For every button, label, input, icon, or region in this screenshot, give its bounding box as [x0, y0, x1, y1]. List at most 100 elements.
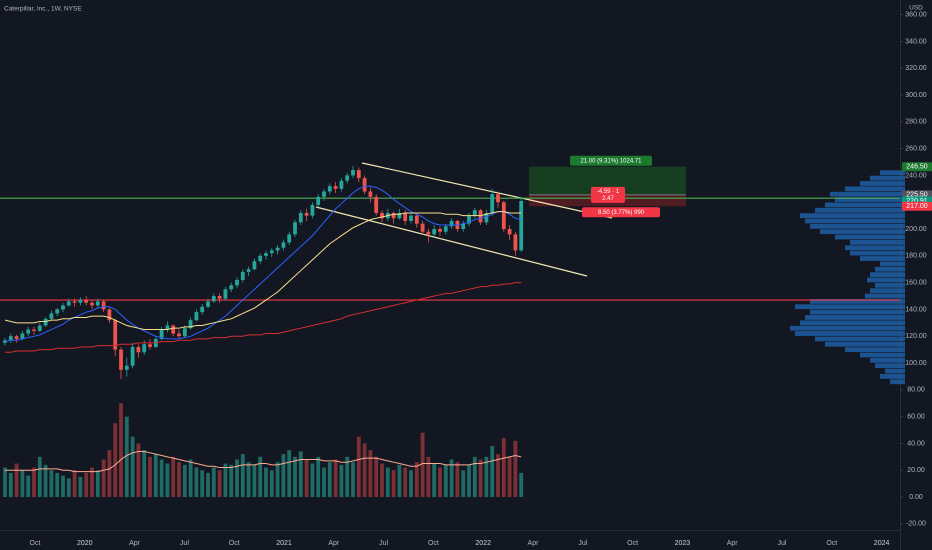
x-tick-label: Apr — [727, 540, 739, 547]
candle-body — [32, 329, 36, 331]
candle-body — [362, 178, 367, 192]
volume-bar — [246, 462, 251, 498]
volume-bar — [513, 440, 518, 498]
trend-line-lower — [315, 206, 588, 277]
candle-body — [165, 325, 170, 330]
volume-bar — [72, 470, 77, 498]
volume-bar — [240, 454, 245, 498]
volume-bar — [14, 463, 19, 498]
volume-profile-bar — [845, 347, 905, 353]
volume-bar — [426, 456, 431, 498]
candle-body — [293, 222, 297, 235]
candle-body — [229, 285, 234, 290]
volume-bar — [107, 450, 112, 498]
candle-body — [409, 215, 413, 221]
y-tick-label: 140.00 — [905, 306, 927, 313]
volume-bar — [188, 459, 193, 498]
volume-profile-bar — [800, 320, 905, 326]
candle-body — [130, 346, 135, 366]
y-tick-label: 120.00 — [905, 333, 927, 340]
candle-body — [182, 328, 187, 337]
candle-body — [246, 269, 251, 272]
y-tick-label: 100.00 — [905, 360, 927, 367]
volume-profile-bar — [867, 277, 905, 283]
candle-body — [426, 231, 431, 235]
volume-profile-bar — [870, 175, 905, 181]
volume-bar — [287, 450, 292, 498]
volume-profile-bar — [860, 256, 905, 261]
volume-profile-bar — [795, 304, 905, 310]
candle-body — [269, 250, 274, 254]
candle-body — [84, 300, 89, 303]
volume-bar — [269, 470, 274, 498]
volume-profile-bar — [795, 331, 905, 336]
volume-bar — [362, 443, 367, 498]
volume-profile-bar — [885, 368, 905, 374]
moving-average — [4, 185, 522, 343]
volume-profile-bar — [850, 240, 905, 245]
volume-bar — [385, 467, 390, 498]
volume-bar — [501, 438, 506, 498]
volume-bar — [351, 462, 355, 498]
candle-body — [171, 325, 176, 334]
volume-bar — [467, 464, 471, 498]
volume-profile-bar — [810, 309, 905, 315]
volume-bar — [223, 463, 228, 498]
candle-body — [206, 301, 210, 307]
volume-bar — [403, 467, 408, 498]
ratio-label: -4.59 · 1 — [597, 189, 620, 195]
price-badge-label: 246.50 — [906, 164, 928, 171]
volume-bar — [78, 476, 83, 498]
candle-body — [252, 261, 257, 270]
candle-body — [478, 210, 483, 223]
x-tick-label: Jul — [578, 540, 587, 547]
volume-profile-bar — [880, 261, 905, 267]
candle-body — [380, 212, 384, 219]
y-tick-label: 20.00 — [907, 467, 925, 474]
candle-body — [101, 301, 106, 310]
x-tick-label: 2023 — [675, 540, 691, 547]
volume-bar — [171, 456, 176, 498]
volume-profile-bar — [835, 234, 905, 240]
volume-bar — [432, 463, 437, 498]
y-tick-label: 60.00 — [907, 413, 925, 420]
volume-bar — [316, 456, 321, 498]
volume-profile-bar — [870, 357, 905, 363]
candle-body — [322, 191, 326, 197]
volume-bar — [327, 462, 332, 498]
volume-bar — [391, 470, 396, 498]
candle-body — [26, 329, 31, 334]
volume-bar — [61, 475, 65, 498]
volume-profile-bar — [875, 282, 905, 288]
volume-bar — [461, 470, 466, 498]
volume-profile-bar — [805, 218, 905, 224]
candle-body — [333, 186, 338, 189]
volume-profile-bar — [820, 229, 905, 235]
candle-body — [258, 255, 263, 262]
volume-bar — [153, 454, 158, 498]
volume-bar — [217, 470, 222, 498]
candle-body — [37, 325, 42, 331]
price-badge — [902, 162, 932, 172]
volume-bar — [159, 459, 164, 498]
candle-body — [55, 309, 60, 314]
candle-body — [95, 301, 100, 306]
y-tick-label: 300.00 — [905, 92, 927, 99]
moving-average — [5, 282, 522, 353]
candle-body — [113, 320, 118, 350]
volume-bar — [322, 467, 326, 498]
volume-bar — [264, 467, 268, 498]
trend-line-upper — [361, 162, 613, 219]
candle-body — [449, 220, 454, 227]
volume-bar — [84, 472, 89, 498]
currency-label: USD — [909, 5, 923, 12]
volume-bar — [496, 454, 500, 498]
volume-profile-bar — [880, 374, 905, 379]
volume-profile-bar — [880, 170, 905, 176]
candle-body — [159, 329, 164, 339]
price-badge-label: 225.50 — [906, 192, 928, 199]
volume-bar — [281, 454, 286, 498]
volume-bar — [95, 470, 100, 498]
candle-body — [66, 301, 71, 306]
